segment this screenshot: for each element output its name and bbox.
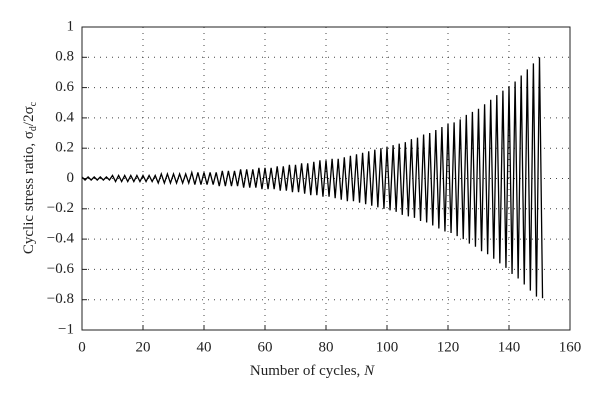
y-tick-label: 0.4 [55, 109, 74, 125]
y-tick-label: −0.4 [47, 231, 75, 247]
x-label-text: Number of cycles, [250, 363, 364, 379]
x-tick-label: 20 [136, 339, 151, 355]
y-tick-label: 0.6 [55, 79, 74, 95]
x-tick-label: 120 [437, 339, 460, 355]
y-tick-label: 0.2 [55, 140, 74, 156]
data-line [81, 57, 544, 299]
y-tick-label: −1 [58, 321, 74, 337]
y-label-text: /2σ [21, 106, 37, 126]
y-tick-label: −0.6 [47, 261, 75, 277]
y-tick-label: 0 [67, 170, 75, 186]
y-label-text: Cyclic stress ratio, σ [21, 131, 37, 254]
y-tick-label: −0.8 [47, 291, 74, 307]
x-tick-label: 160 [559, 339, 582, 355]
plot-frame [81, 26, 571, 331]
x-tick-label: 140 [498, 339, 521, 355]
y-tick-label: 0.8 [55, 49, 74, 65]
x-tick-label: 100 [376, 339, 399, 355]
y-label-sub: d [28, 126, 39, 131]
x-label-var: N [363, 363, 375, 379]
y-tick-label: 1 [67, 18, 75, 34]
x-tick-label: 0 [78, 339, 86, 355]
x-tick-label: 60 [258, 339, 273, 355]
y-tick-label: −0.2 [47, 200, 74, 216]
x-axis-label: Number of cycles, N [250, 363, 375, 379]
y-label-sub: c [28, 101, 39, 106]
x-tick-label: 80 [319, 339, 334, 355]
x-tick-label: 40 [197, 339, 212, 355]
y-axis-label: Cyclic stress ratio, σd/2σc [21, 101, 39, 254]
